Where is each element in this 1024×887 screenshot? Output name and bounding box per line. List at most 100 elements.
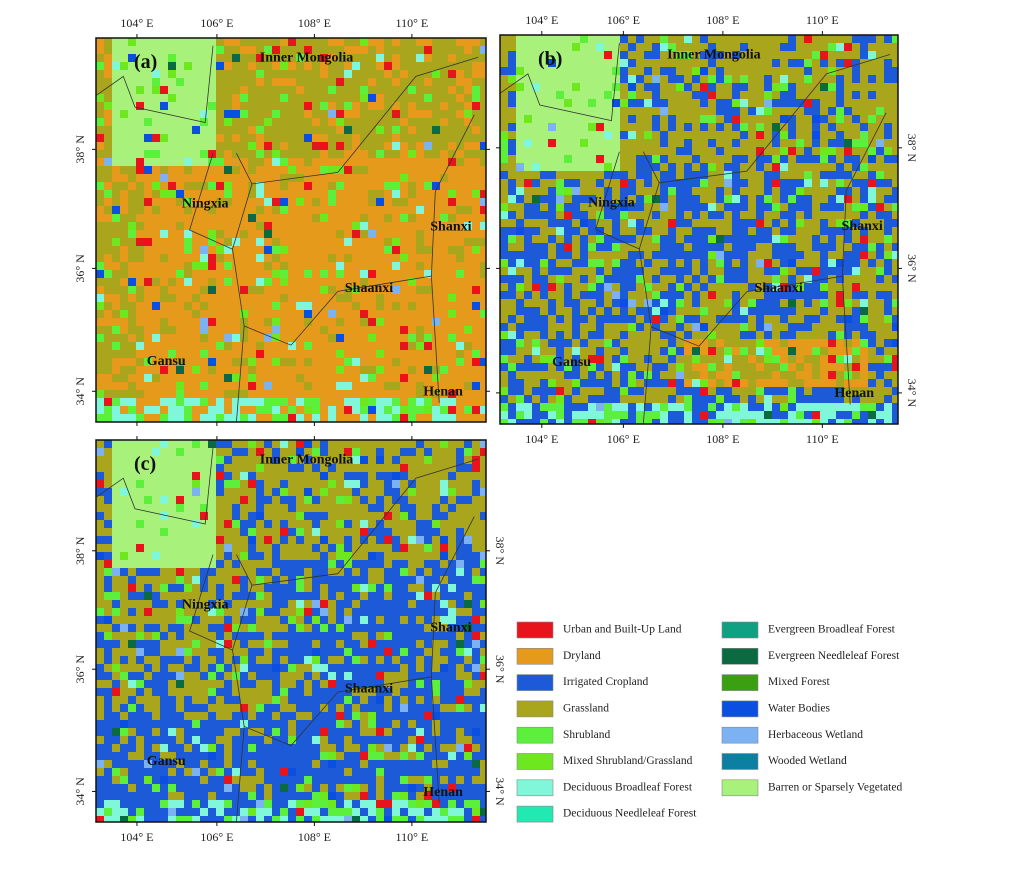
land-cover: [96, 440, 486, 822]
legend-swatch: [721, 779, 759, 797]
land-cover: [516, 35, 620, 171]
lat-label: 34° N: [905, 379, 919, 408]
lon-label: 104° E: [120, 16, 153, 30]
legend-label: Shrubland: [563, 729, 611, 741]
region-label: Inner Mongolia: [260, 51, 353, 66]
lon-label: 104° E: [525, 13, 558, 27]
lon-label: 108° E: [706, 13, 739, 27]
region-label: Gansu: [147, 354, 186, 369]
panel-label: (c): [134, 453, 156, 475]
legend-swatch: [721, 700, 759, 718]
panel-frame: [95, 439, 487, 823]
region-label: Shanxi: [842, 219, 883, 234]
region-label: Shanxi: [430, 219, 471, 234]
map-panel: [95, 38, 486, 423]
province-boundary: [431, 114, 475, 277]
lat-label: 34° N: [73, 377, 87, 406]
province-boundary: [642, 326, 652, 425]
province-boundary: [236, 325, 245, 423]
land-cover: [684, 339, 868, 387]
legend-swatch: [516, 753, 554, 770]
region-label: Shaanxi: [345, 281, 393, 296]
region-label: Henan: [423, 785, 463, 800]
province-boundary: [251, 56, 479, 185]
legend-label: Barren or Sparsely Vegetated: [768, 781, 902, 793]
legend-label: Water Bodies: [768, 703, 831, 715]
province-boundary: [95, 45, 214, 123]
panel-label: (a): [134, 51, 157, 73]
province-boundary: [232, 650, 440, 803]
province-boundary: [232, 249, 440, 403]
panel-frame: [499, 34, 899, 425]
region-label: Shaanxi: [754, 281, 802, 296]
lat-label: 36° N: [73, 254, 87, 283]
land-cover: [96, 38, 486, 398]
land-cover: [96, 38, 486, 422]
legend-swatch: [516, 647, 554, 665]
legend-swatch: [721, 647, 759, 665]
legend-label: Evergreen Broadleaf Forest: [768, 624, 896, 636]
province-boundary: [638, 248, 851, 405]
land-cover: [96, 54, 486, 422]
panel-label: (b): [538, 48, 562, 70]
lat-label: 36° N: [493, 655, 507, 684]
region-label: Inner Mongolia: [260, 452, 353, 467]
map-panel: [95, 440, 486, 823]
lon-label: 110° E: [396, 16, 429, 30]
region-label: Shaanxi: [345, 682, 393, 697]
province-boundary: [251, 458, 479, 586]
legend-label: Deciduous Broadleaf Forest: [563, 781, 693, 793]
panel-frame: [95, 37, 487, 423]
lat-label: 36° N: [905, 254, 919, 283]
region-label: Gansu: [552, 355, 591, 370]
region-label: Ningxia: [182, 598, 229, 613]
region-label: Ningxia: [588, 195, 635, 210]
legend-label: Irrigated Cropland: [563, 676, 649, 688]
legend-swatch: [516, 674, 554, 691]
map-panel: [499, 35, 898, 425]
province-boundary: [431, 516, 475, 677]
legend-swatch: [721, 621, 759, 639]
legend-swatch: [516, 700, 554, 718]
lon-label: 106° E: [607, 432, 640, 446]
land-cover: [112, 38, 216, 166]
legend-label: Urban and Built-Up Land: [563, 624, 682, 636]
lon-label: 108° E: [706, 432, 739, 446]
legend-swatch: [516, 805, 554, 823]
legend-label: Mixed Forest: [768, 676, 830, 688]
legend-label: Dryland: [563, 650, 601, 662]
lon-label: 110° E: [396, 830, 429, 844]
land-cover: [96, 440, 486, 800]
land-cover: [500, 35, 898, 403]
land-cover: [500, 35, 898, 424]
lon-label: 110° E: [806, 13, 839, 27]
lat-label: 38° N: [73, 536, 87, 565]
land-cover: [96, 38, 480, 414]
lon-label: 108° E: [298, 830, 331, 844]
lon-label: 106° E: [200, 830, 233, 844]
province-boundary: [659, 54, 891, 184]
lon-label: 104° E: [525, 432, 558, 446]
region-label: Gansu: [147, 754, 186, 769]
region-label: Ningxia: [182, 196, 229, 211]
province-boundary: [499, 42, 620, 122]
region-label: Inner Mongolia: [667, 48, 760, 63]
province-boundary: [841, 112, 887, 277]
legend-swatch: [721, 674, 759, 691]
legend-label: Evergreen Needleleaf Forest: [768, 650, 900, 662]
lat-label: 34° N: [73, 777, 87, 806]
lat-label: 36° N: [73, 655, 87, 684]
legend-label: Grassland: [563, 703, 609, 715]
legend-label: Herbaceous Wetland: [768, 729, 863, 741]
lon-label: 110° E: [806, 432, 839, 446]
legend-label: Deciduous Needleleaf Forest: [563, 808, 697, 820]
region-label: Shanxi: [430, 621, 471, 636]
legend-swatch: [516, 779, 554, 797]
legend-label: Mixed Shrubland/Grassland: [563, 755, 693, 767]
region-label: Henan: [834, 386, 874, 401]
lat-label: 38° N: [493, 537, 507, 566]
lat-label: 38° N: [905, 134, 919, 163]
legend-swatch: [721, 726, 759, 744]
region-label: Henan: [423, 385, 463, 400]
lon-label: 106° E: [607, 13, 640, 27]
